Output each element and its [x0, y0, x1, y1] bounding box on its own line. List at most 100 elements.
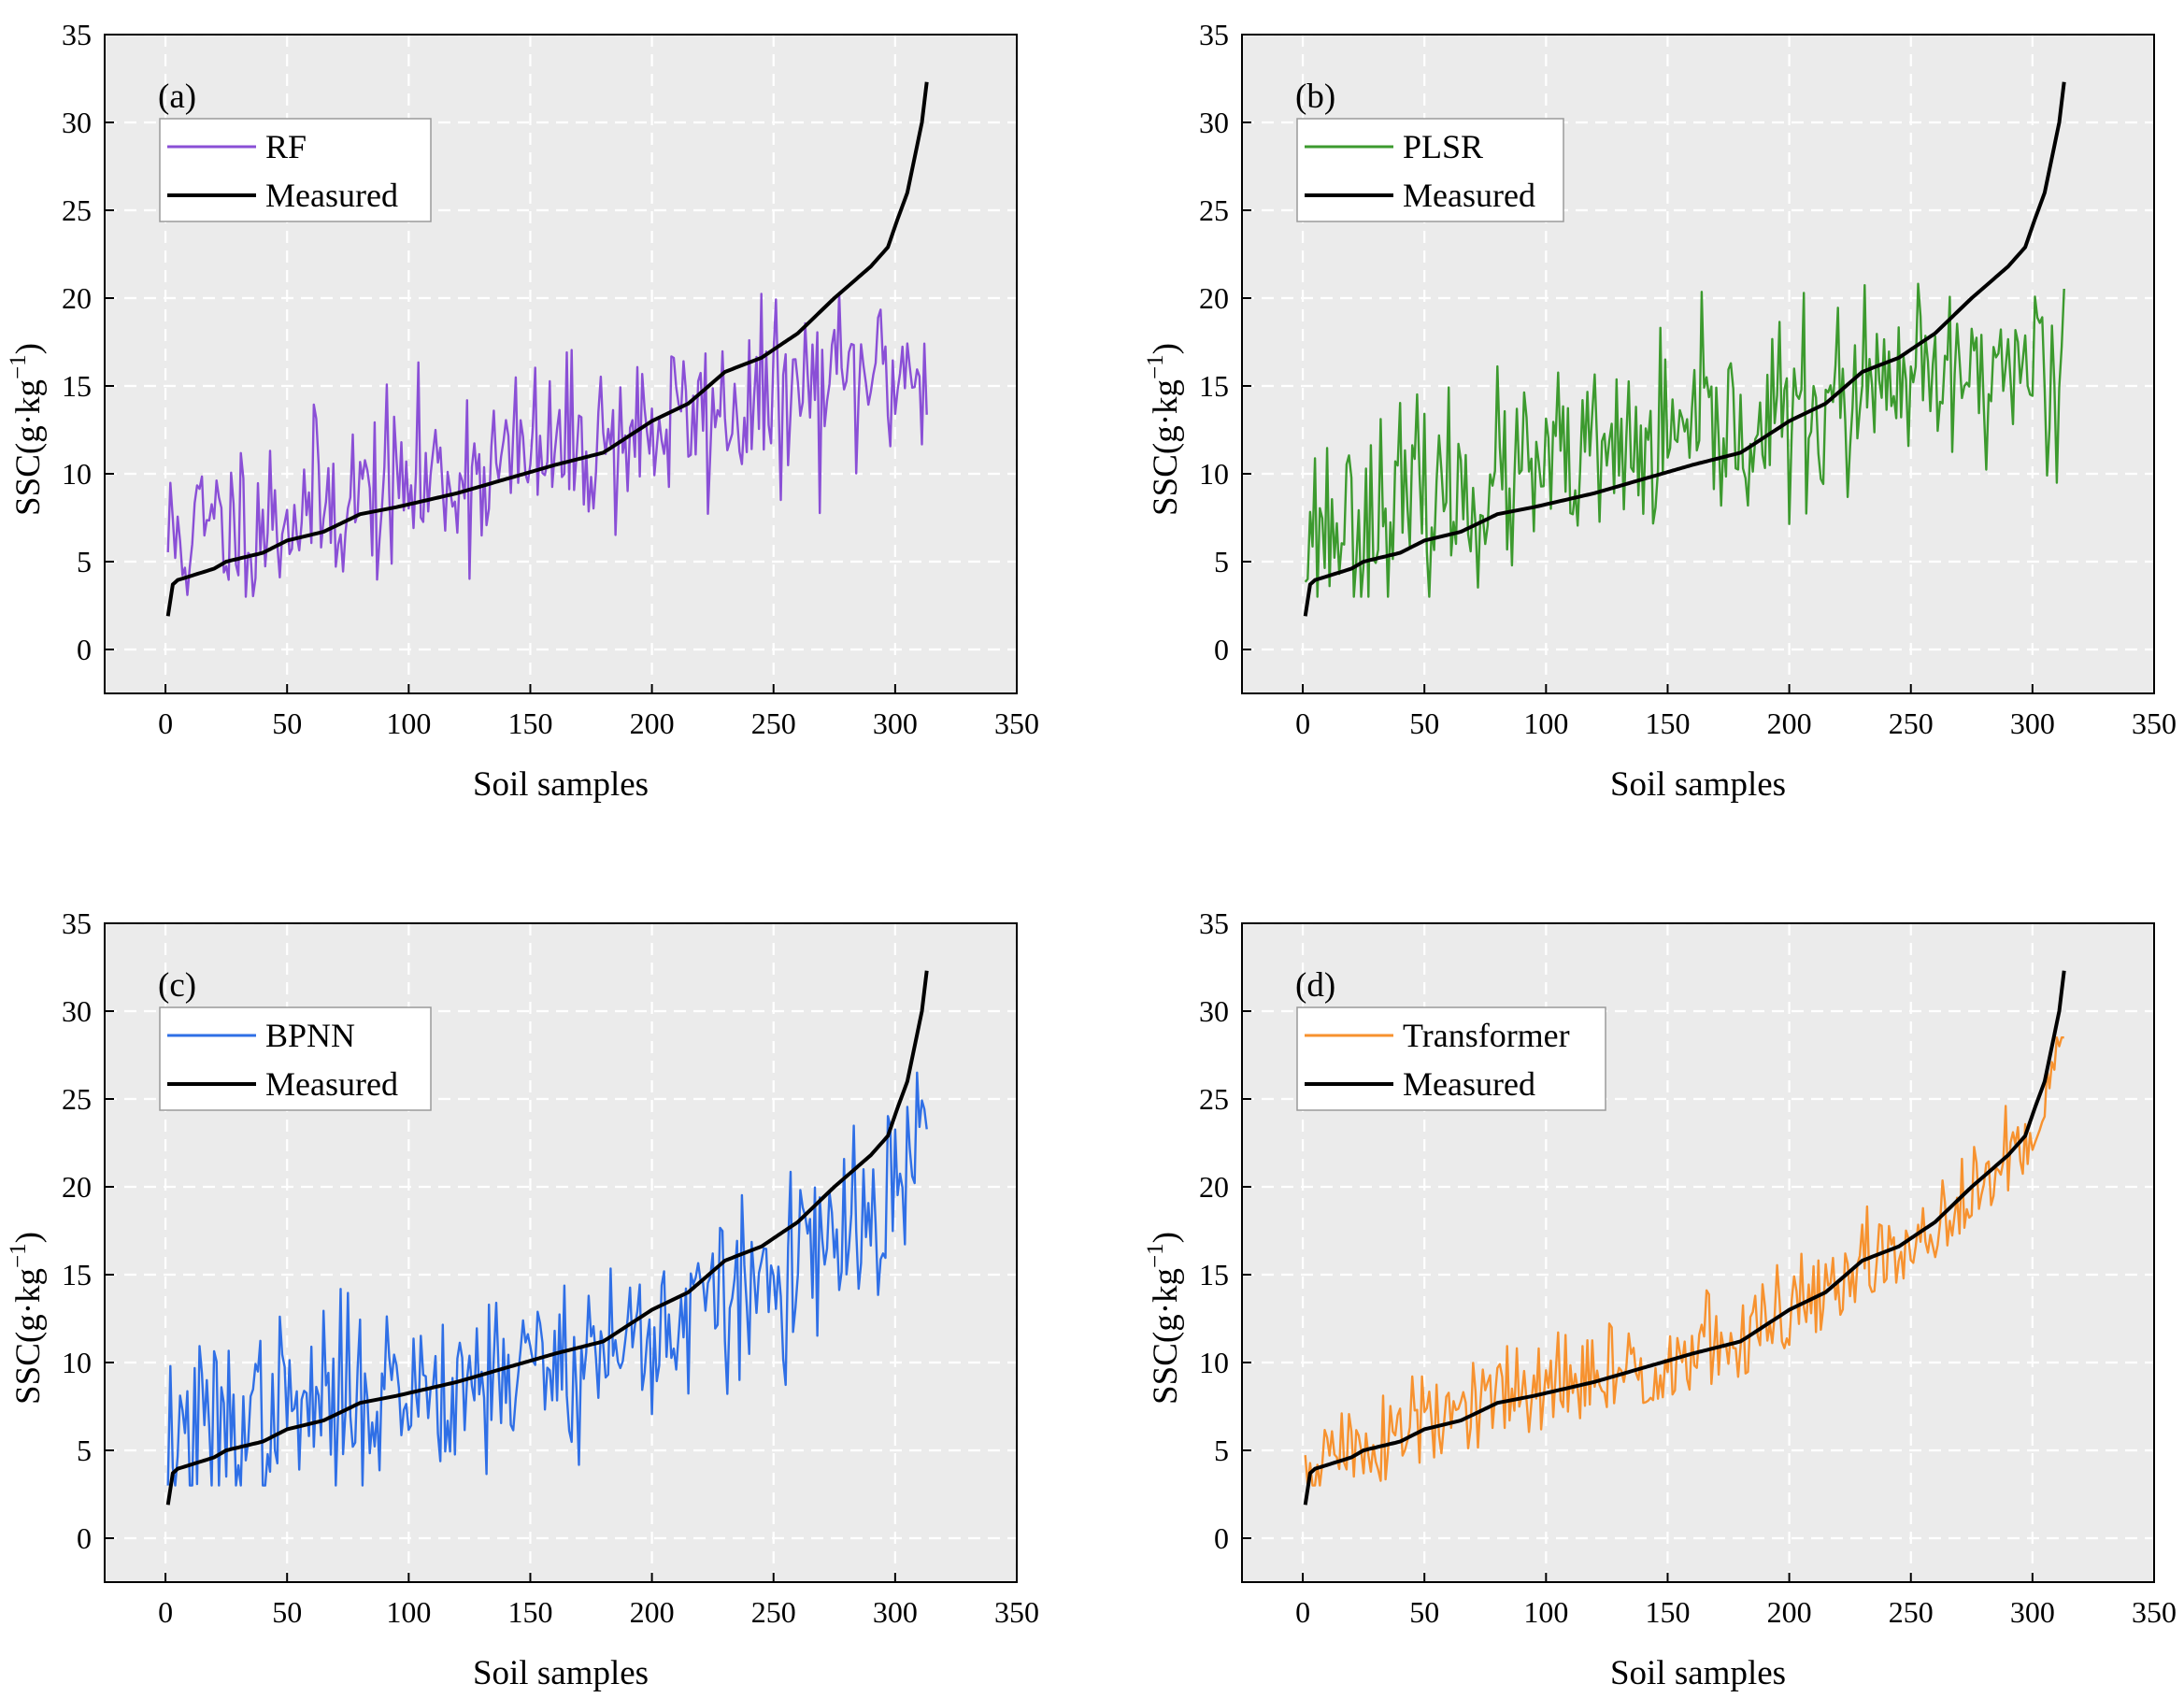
panel-label: (a): [158, 78, 196, 116]
y-tick-label: 35: [1199, 18, 1229, 51]
x-tick-label: 200: [1767, 706, 1812, 740]
plot-frame: [1241, 922, 2155, 1583]
x-tick-label: 150: [507, 1595, 552, 1629]
x-tick-label: 0: [158, 1595, 173, 1629]
y-tick-label: 20: [1199, 1170, 1229, 1204]
y-tick-label: 5: [1214, 1434, 1229, 1467]
series-line-rf: [166, 292, 928, 598]
y-tick-label: 30: [62, 106, 92, 139]
y-tick-label: 5: [77, 1434, 92, 1467]
x-tick-label: 350: [994, 1595, 1039, 1629]
y-tick-label: 35: [1199, 906, 1229, 940]
chart-panel-3: 0 50 100 150 200 250 300 350 0 5 10 15 20 25 30 35 Soil …: [6, 906, 1039, 1692]
x-tick-label: 300: [873, 1595, 918, 1629]
plot-frame: [1241, 34, 2155, 694]
legend: PLSR Measured: [1296, 118, 1564, 222]
x-axis-label: Soil samples: [473, 1654, 649, 1692]
legend-box: [159, 1006, 432, 1111]
x-tick-label: 350: [994, 706, 1039, 740]
y-tick-label: 35: [62, 906, 92, 940]
y-tick-label: 0: [77, 633, 92, 666]
y-tick-label: 25: [62, 1082, 92, 1116]
y-tick-label: 15: [62, 369, 92, 403]
legend-label-plsr: PLSR: [1403, 128, 1483, 165]
y-tick-label: 25: [1199, 1082, 1229, 1116]
y-axis-label: SSC(g·kg−1): [6, 1232, 48, 1405]
series-line-measured: [1303, 81, 2066, 617]
x-tick-label: 0: [1295, 706, 1310, 740]
x-tick-label: 50: [272, 1595, 302, 1629]
y-tick-label: 0: [1214, 633, 1229, 666]
panel-label: (c): [158, 966, 196, 1005]
y-tick-label: 20: [62, 1170, 92, 1204]
legend-label-bpnn: BPNN: [265, 1017, 355, 1054]
x-tick-label: 250: [1889, 1595, 1934, 1629]
x-tick-label: 250: [1889, 706, 1934, 740]
legend-label-measured: Measured: [1403, 177, 1535, 214]
x-tick-label: 150: [1645, 1595, 1690, 1629]
x-tick-label: 250: [751, 1595, 796, 1629]
x-axis-label: Soil samples: [1610, 765, 1786, 804]
panel-label: (b): [1295, 78, 1335, 116]
series-line-measured: [165, 970, 929, 1505]
x-tick-label: 200: [630, 706, 675, 740]
x-tick-label: 300: [2010, 1595, 2055, 1629]
chart-panel-1: 0 50 100 150 200 250 300 350 0 5 10 15 20 25 30 35 Soil …: [6, 18, 1039, 804]
x-tick-label: 150: [507, 706, 552, 740]
y-tick-label: 25: [1199, 193, 1229, 227]
legend-box: [159, 118, 432, 222]
legend-label-rf: RF: [265, 128, 307, 165]
panel-label: (d): [1295, 966, 1335, 1005]
y-axis-label: SSC(g·kg−1): [1143, 1232, 1185, 1405]
x-axis-label: Soil samples: [1610, 1654, 1786, 1692]
y-tick-label: 30: [1199, 994, 1229, 1028]
y-tick-label: 35: [62, 18, 92, 51]
y-tick-label: 25: [62, 193, 92, 227]
y-tick-label: 15: [62, 1258, 92, 1291]
y-tick-label: 0: [1214, 1521, 1229, 1555]
legend-label-measured: Measured: [1403, 1065, 1535, 1103]
legend: RF Measured: [159, 118, 432, 222]
plot-frame: [104, 922, 1018, 1583]
x-tick-label: 100: [1523, 1595, 1568, 1629]
x-tick-label: 350: [2132, 706, 2177, 740]
legend-label-measured: Measured: [265, 177, 398, 214]
x-axis-label: Soil samples: [473, 765, 649, 804]
y-tick-label: 30: [62, 994, 92, 1028]
series-line-measured: [1303, 970, 2066, 1505]
series-line-transformer: [1304, 1036, 2064, 1487]
y-tick-label: 20: [62, 281, 92, 315]
x-tick-label: 250: [751, 706, 796, 740]
x-tick-label: 50: [1409, 1595, 1439, 1629]
legend-box: [1296, 118, 1564, 222]
x-tick-label: 200: [1767, 1595, 1812, 1629]
x-tick-label: 350: [2132, 1595, 2177, 1629]
legend-label-transformer: Transformer: [1403, 1017, 1570, 1054]
y-tick-label: 15: [1199, 1258, 1229, 1291]
y-tick-label: 10: [1199, 457, 1229, 491]
y-axis-label: SSC(g·kg−1): [6, 343, 48, 516]
legend: BPNN Measured: [159, 1006, 432, 1111]
y-tick-label: 15: [1199, 369, 1229, 403]
y-tick-label: 30: [1199, 106, 1229, 139]
plot-frame: [104, 34, 1018, 694]
x-tick-label: 0: [158, 706, 173, 740]
legend-label-measured: Measured: [265, 1065, 398, 1103]
y-axis-label: SSC(g·kg−1): [1143, 343, 1185, 516]
x-tick-label: 50: [272, 706, 302, 740]
chart-panel-2: 0 50 100 150 200 250 300 350 0 5 10 15 20 25 30 35 Soil …: [1143, 18, 2177, 804]
x-tick-label: 300: [873, 706, 918, 740]
x-tick-label: 200: [630, 1595, 675, 1629]
x-tick-label: 50: [1409, 706, 1439, 740]
y-tick-label: 10: [62, 457, 92, 491]
series-line-measured: [165, 81, 929, 617]
series-line-plsr: [1304, 282, 2065, 598]
y-tick-label: 5: [1214, 545, 1229, 578]
legend-box: [1296, 1006, 1606, 1111]
y-tick-label: 10: [62, 1346, 92, 1379]
x-tick-label: 100: [386, 706, 431, 740]
x-tick-label: 100: [386, 1595, 431, 1629]
y-tick-label: 20: [1199, 281, 1229, 315]
chart-panel-4: 0 50 100 150 200 250 300 350 0 5 10 15 20 25 30 35 Soil …: [1143, 906, 2177, 1692]
